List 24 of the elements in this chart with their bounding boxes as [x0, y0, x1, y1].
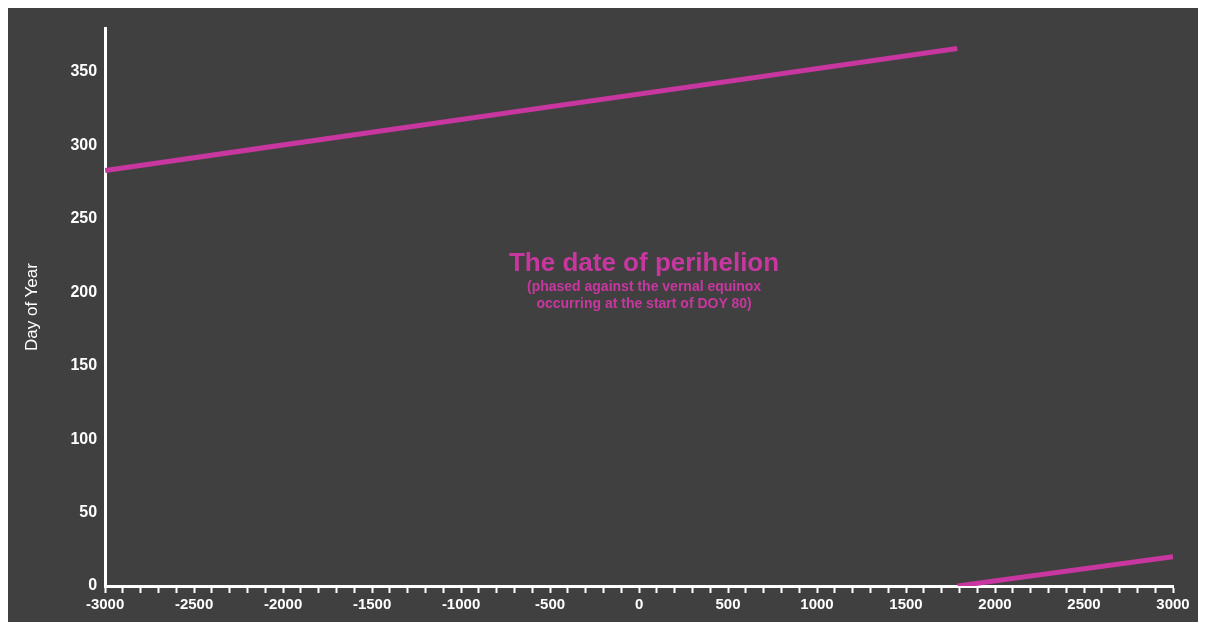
x-tick-label: 2500 — [1067, 595, 1101, 613]
y-tick-label: 50 — [79, 502, 98, 520]
x-tick-label: 3000 — [1156, 595, 1190, 613]
y-tick-label: 150 — [70, 356, 98, 374]
x-tick-label: -1500 — [352, 595, 392, 613]
x-tick-label: 2000 — [978, 595, 1012, 613]
x-tick-label: -500 — [535, 595, 566, 613]
x-tick-label: 1000 — [800, 595, 834, 613]
y-tick-label: 100 — [70, 429, 98, 447]
y-tick-label: 250 — [70, 209, 98, 227]
x-tick-label: -2000 — [263, 595, 303, 613]
x-tick-label: -2500 — [174, 595, 214, 613]
x-tick-label: -1000 — [441, 595, 481, 613]
y-tick-label: 300 — [70, 135, 98, 153]
x-tick-label: -3000 — [85, 595, 125, 613]
text: The date of perihelion — [508, 247, 780, 277]
x-tick-label: 1500 — [889, 595, 923, 613]
y-tick-label: 350 — [70, 62, 98, 80]
x-tick-label: 500 — [715, 595, 741, 613]
y-tick-label: 200 — [70, 282, 98, 300]
x-tick-label: 0 — [634, 595, 644, 613]
y-tick-label: 0 — [88, 576, 98, 594]
y-axis-title: Day of Year — [21, 262, 41, 351]
text: (phased against the vernal equinox occurring at the start of DOY 80) — [526, 278, 762, 311]
